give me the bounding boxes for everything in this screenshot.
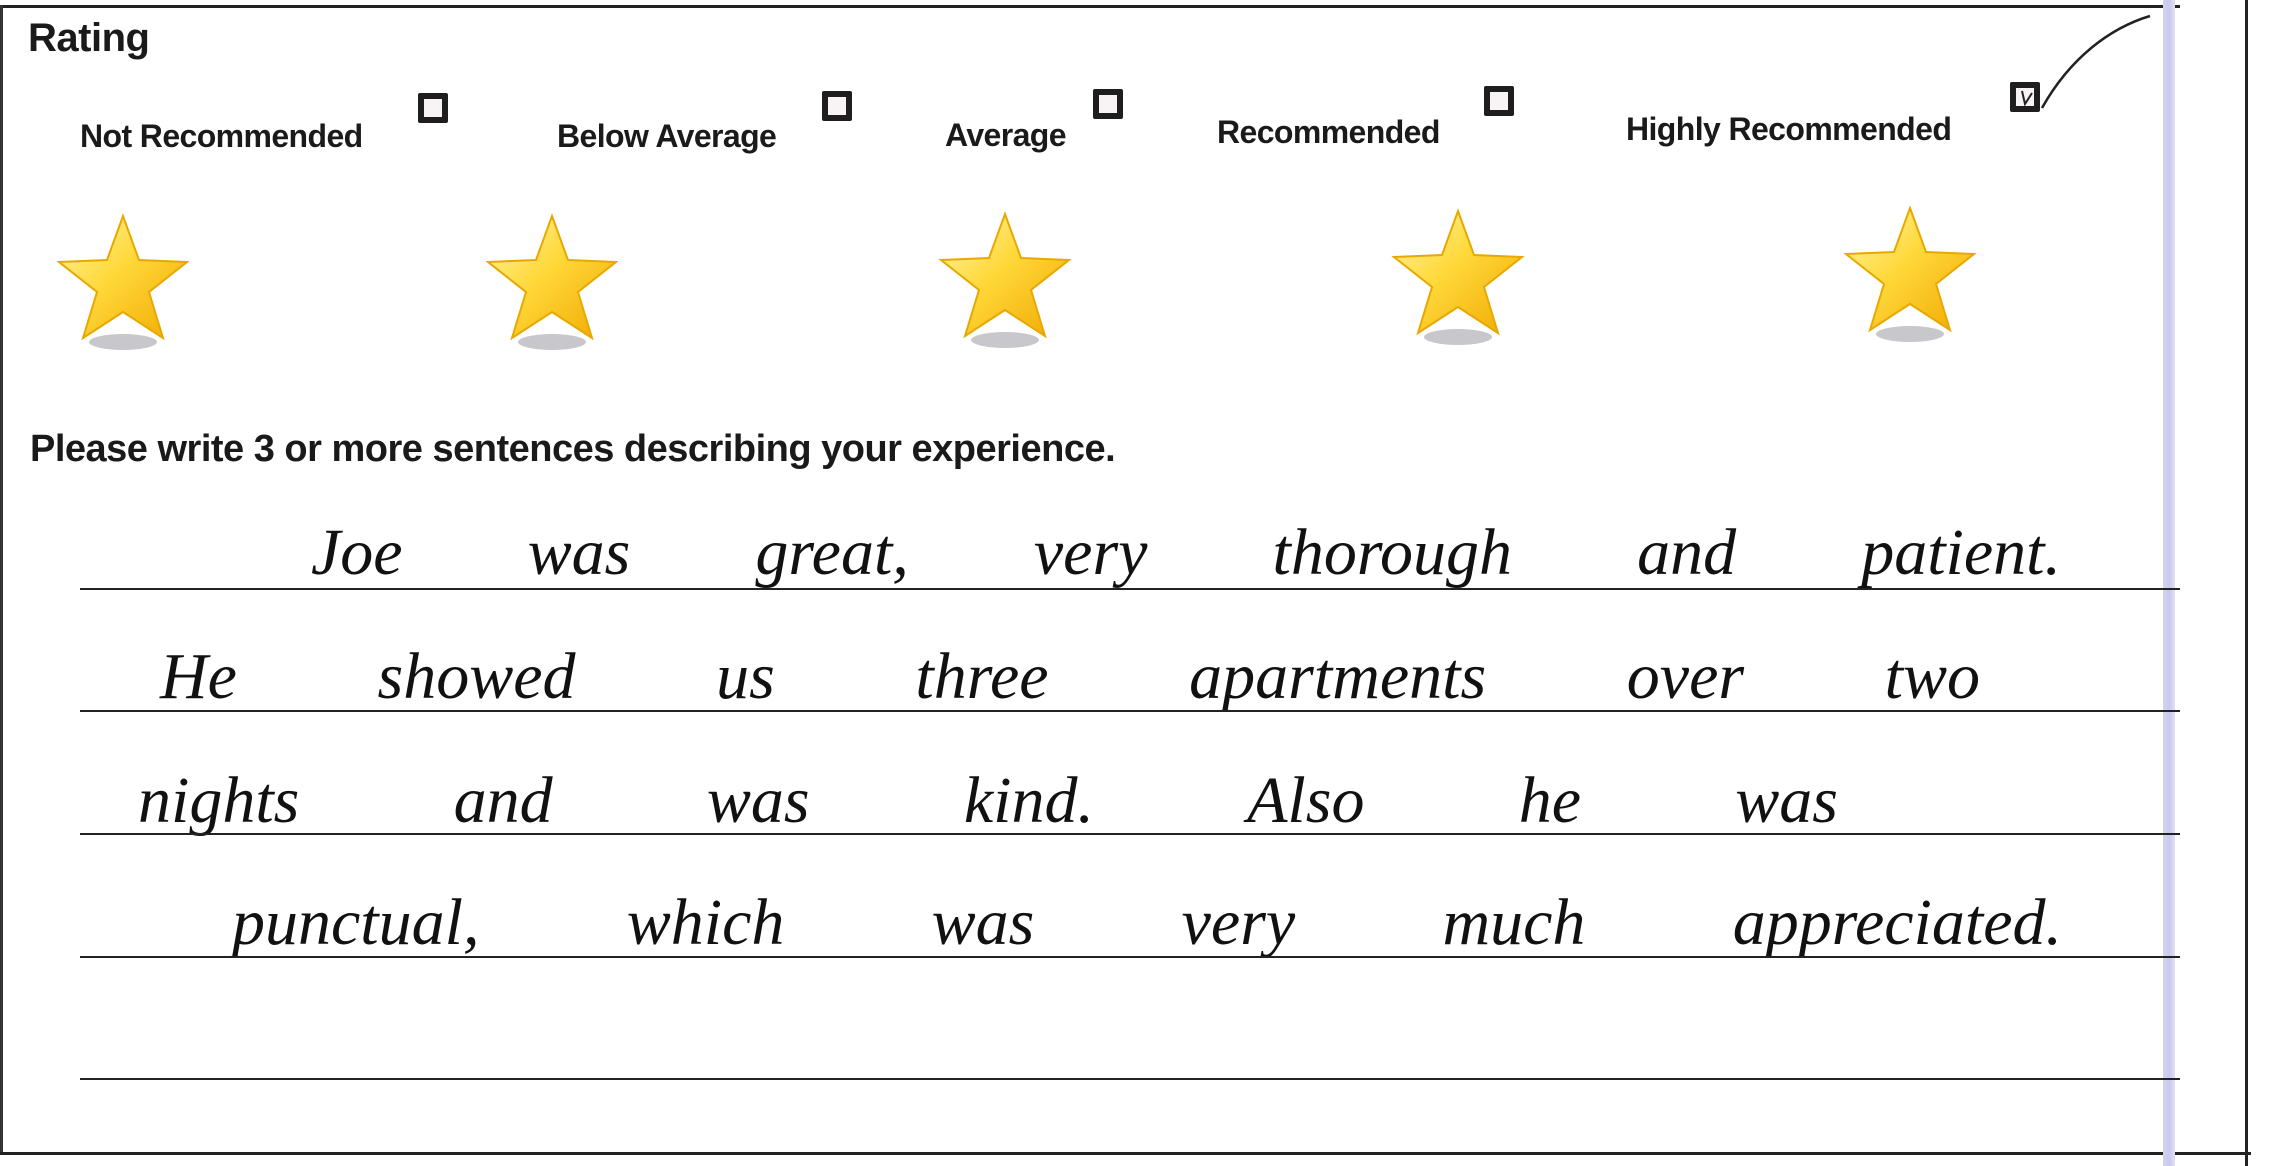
form-bottom-border	[0, 1152, 2251, 1155]
option-label-recommended: Recommended	[1217, 114, 1440, 150]
handwritten-line-1: Joe was great, very thorough and patient…	[311, 516, 2061, 589]
star-icon-average	[938, 211, 1072, 348]
handwritten-line-2: He showed us three apartments over two	[160, 640, 1980, 713]
form-left-border	[0, 5, 3, 1155]
experience-prompt: Please write 3 or more sentences describ…	[30, 428, 1116, 470]
checkbox-below-average[interactable]	[822, 91, 852, 121]
option-label-not-recommended: Not Recommended	[80, 118, 363, 154]
check-mark-icon	[2021, 90, 2033, 106]
ruled-line-3	[80, 833, 2180, 835]
form-top-border	[0, 5, 2180, 8]
star-icon-not-recommended	[56, 213, 190, 350]
scan-margin-bar	[2163, 0, 2175, 1166]
form-right-border	[2245, 0, 2248, 1166]
checkbox-recommended[interactable]	[1484, 86, 1514, 116]
checkbox-not-recommended[interactable]	[418, 93, 448, 123]
ruled-line-5	[80, 1078, 2180, 1080]
handwritten-arrow-icon	[2040, 14, 2151, 109]
handwritten-line-4: punctual, which was very much appreciate…	[232, 886, 2062, 959]
option-label-below-average: Below Average	[557, 118, 777, 154]
ruled-line-4	[80, 956, 2180, 958]
checkbox-highly-recommended-checked[interactable]	[2010, 82, 2040, 112]
handwritten-line-3: nights and was kind. Also he was	[138, 764, 1838, 837]
checkbox-average[interactable]	[1093, 89, 1123, 119]
option-label-average: Average	[945, 117, 1067, 153]
rating-heading: Rating	[28, 16, 150, 60]
star-icon-highly-recommended	[1843, 205, 1977, 342]
star-icon-below-average	[485, 213, 619, 350]
option-label-highly-recommended: Highly Recommended	[1626, 111, 1952, 147]
ruled-line-2	[80, 710, 2180, 712]
star-icon-recommended	[1391, 208, 1525, 345]
ruled-line-1	[80, 588, 2180, 590]
